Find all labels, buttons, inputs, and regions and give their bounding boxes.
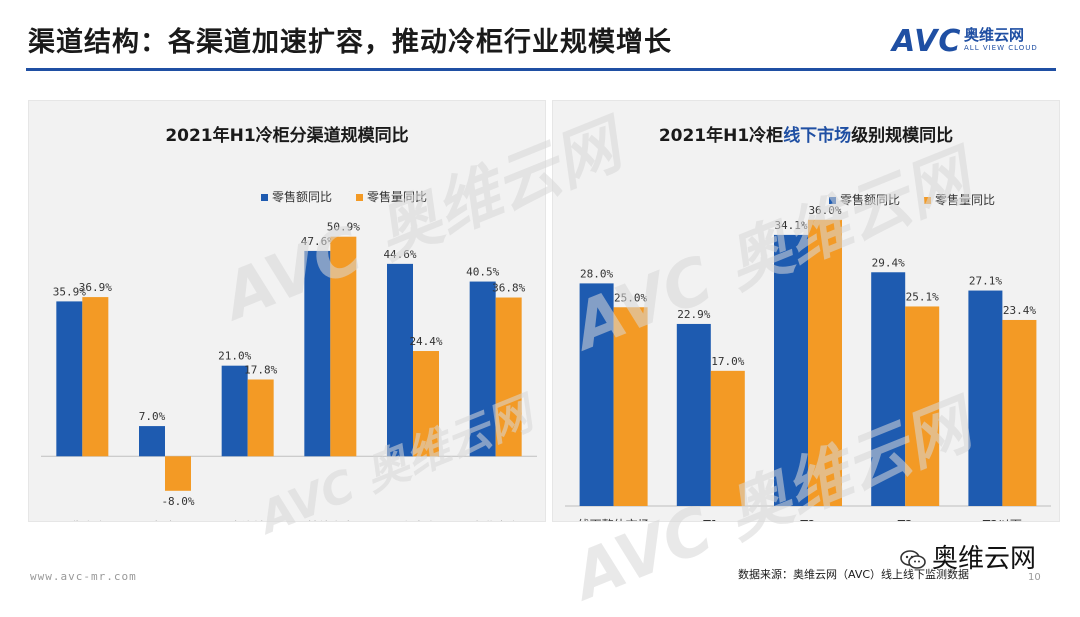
bar (676, 323, 711, 506)
category-label: 大连锁 (230, 519, 266, 521)
legend-swatch (829, 197, 836, 204)
legend-label: 零售额同比 (840, 192, 900, 207)
footer-url: www.avc-mr.com (30, 570, 137, 583)
data-label: 28.0% (580, 267, 613, 280)
bar (82, 297, 109, 457)
data-label: 25.0% (614, 291, 647, 304)
legend-swatch (356, 194, 363, 201)
category-label: T3以下 (982, 518, 1022, 521)
category-label: 线下整体市场 (578, 517, 650, 521)
wechat-account: 奥维云网 (900, 538, 1036, 575)
header-rule (26, 68, 1056, 71)
bar (304, 250, 331, 457)
data-label: 17.8% (244, 363, 277, 376)
category-label: T2 (800, 518, 816, 521)
chart-title: 2021年H1冷柜线下市场级别规模同比 (659, 125, 953, 146)
bar (330, 236, 357, 457)
data-label: 44.6% (383, 248, 416, 261)
page-title: 渠道结构：各渠道加速扩容，推动冷柜行业规模增长 (28, 27, 672, 58)
bar (139, 426, 165, 457)
data-source-note: 数据来源：奥维云网（AVC）线上线下监测数据 (738, 568, 970, 581)
data-label: -8.0% (161, 495, 194, 508)
bar (774, 234, 808, 506)
wechat-name: 奥维云网 (932, 544, 1037, 574)
bar (413, 351, 439, 457)
brand-logo: AVC 奥维云网 ALL VIEW CLOUD (892, 22, 1062, 62)
data-label: 27.1% (969, 275, 1002, 288)
category-label: T1 (702, 518, 718, 521)
logo-mark: AVC (892, 24, 962, 59)
bar (165, 456, 191, 491)
data-label: 47.6% (301, 235, 334, 248)
bar (495, 297, 522, 457)
data-label: 24.4% (409, 335, 442, 348)
data-label: 7.0% (139, 410, 166, 423)
data-label: 23.4% (1003, 304, 1036, 317)
data-label: 25.1% (906, 290, 939, 303)
bar (247, 379, 274, 457)
data-label: 40.5% (466, 266, 499, 279)
legend-swatch (261, 194, 268, 201)
data-label: 29.4% (872, 256, 905, 269)
bar (905, 306, 940, 506)
legend-label: 零售量同比 (935, 192, 995, 207)
data-label: 35.9% (53, 285, 86, 298)
legend-label: 零售额同比 (272, 189, 332, 204)
data-label: 17.0% (711, 355, 744, 368)
logo-en-name: ALL VIEW CLOUD (964, 44, 1038, 52)
wechat-icon (900, 549, 926, 569)
logo-cn-name: 奥维云网 (964, 26, 1025, 44)
page-number: 10 (1028, 572, 1041, 583)
chart-title-part: 级别规模同比 (851, 125, 953, 146)
data-label: 36.8% (492, 282, 525, 295)
chart-title-part: 线下市场 (783, 125, 851, 146)
category-label: T3 (897, 518, 913, 521)
data-label: 50.9% (327, 221, 360, 234)
bar (469, 281, 496, 457)
data-label: 21.0% (218, 350, 251, 363)
bar (710, 370, 745, 506)
bar (56, 301, 83, 457)
bar (221, 365, 248, 457)
chart-title-part: 2021年H1冷柜 (659, 125, 783, 146)
bar (613, 307, 648, 506)
bar (1002, 319, 1037, 506)
category-label: 专业电商 (472, 519, 520, 521)
data-label: 34.1% (774, 219, 807, 232)
data-label: 36.0% (808, 204, 841, 217)
data-label: 36.9% (79, 281, 112, 294)
legend-swatch (924, 197, 931, 204)
bar (387, 263, 413, 457)
category-label: 百货商店 (58, 519, 106, 521)
category-label: 平台电商 (389, 519, 437, 521)
bar (808, 219, 842, 507)
data-label: 22.9% (677, 308, 710, 321)
category-label: 其他家电 (306, 519, 354, 521)
bar (871, 272, 906, 506)
chart-title: 2021年H1冷柜分渠道规模同比 (165, 125, 408, 146)
bar (968, 290, 1003, 506)
category-label: 超市 (153, 519, 177, 521)
legend-label: 零售量同比 (367, 189, 427, 204)
bar (579, 283, 614, 506)
